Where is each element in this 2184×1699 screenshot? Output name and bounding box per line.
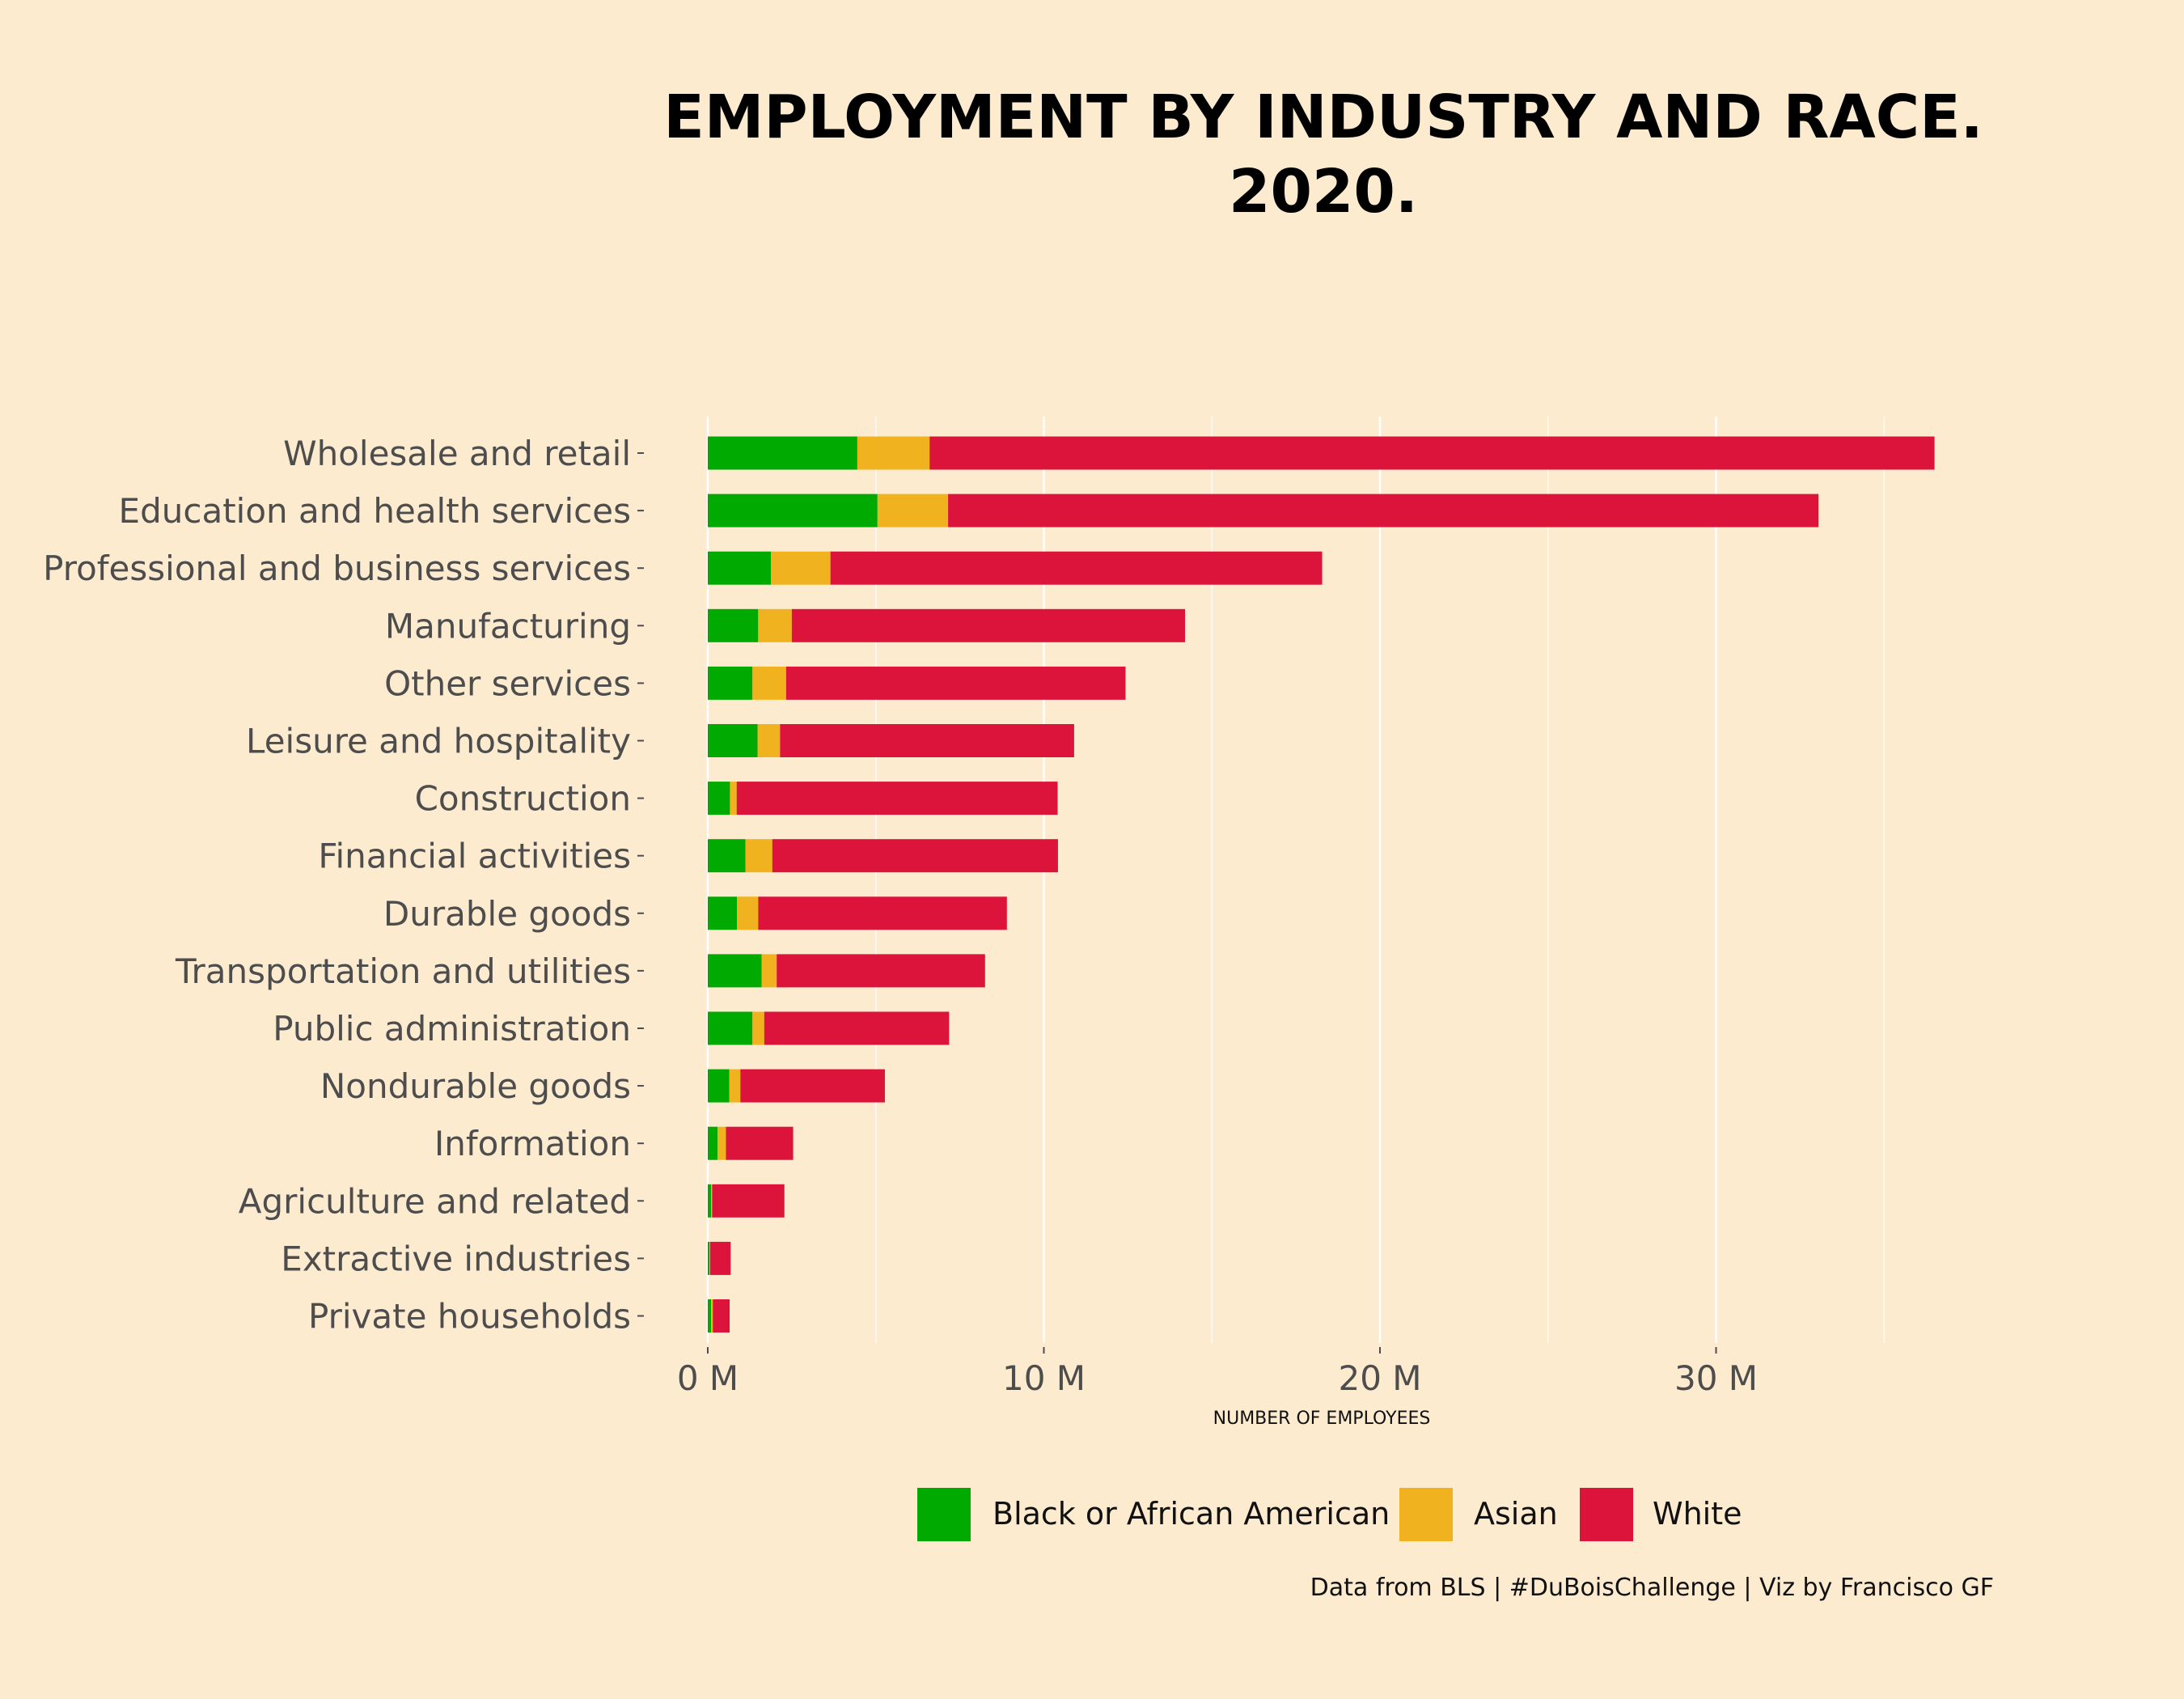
category-label: Financial activities bbox=[318, 837, 631, 876]
bar-segment bbox=[708, 436, 857, 470]
x-tick-label: 20 M bbox=[1338, 1358, 1421, 1398]
caption: Data from BLS | #DuBoisChallenge | Viz b… bbox=[1310, 1574, 1994, 1602]
bar-segment bbox=[708, 608, 759, 642]
bar-segment bbox=[772, 839, 1058, 873]
bar-segment bbox=[708, 494, 878, 527]
bar-layer bbox=[708, 436, 1935, 1333]
category-label: Transportation and utilities bbox=[175, 951, 631, 991]
category-label: Construction bbox=[415, 779, 631, 819]
bar-segment bbox=[929, 436, 1935, 470]
category-label: Public administration bbox=[273, 1009, 631, 1049]
category-label: Professional and business services bbox=[43, 549, 631, 588]
legend-label: Asian bbox=[1474, 1496, 1558, 1532]
x-tick-label: 30 M bbox=[1674, 1358, 1758, 1398]
bar-segment bbox=[948, 494, 1819, 527]
bar-segment bbox=[712, 1184, 785, 1218]
bar-segment bbox=[777, 954, 985, 988]
bar-segment bbox=[729, 1069, 741, 1103]
category-label: Education and health services bbox=[119, 491, 631, 531]
category-label: Private households bbox=[308, 1297, 631, 1337]
bar-segment bbox=[830, 551, 1323, 585]
legend-swatch bbox=[917, 1488, 971, 1541]
bar-segment bbox=[737, 896, 759, 930]
bar-segment bbox=[717, 1126, 726, 1160]
bar-segment bbox=[708, 1069, 730, 1103]
category-label: Extractive industries bbox=[281, 1239, 631, 1278]
x-axis-title: NUMBER OF EMPLOYEES bbox=[1213, 1409, 1431, 1429]
bar-segment bbox=[736, 782, 1058, 816]
bar-segment bbox=[708, 1011, 753, 1045]
bar-segment bbox=[708, 1126, 718, 1160]
bar-segment bbox=[758, 608, 792, 642]
chart-title: EMPLOYMENT BY INDUSTRY AND RACE. bbox=[663, 83, 1983, 152]
bar-segment bbox=[708, 1299, 712, 1333]
bar-segment bbox=[708, 724, 758, 757]
bar-segment bbox=[780, 724, 1074, 757]
bar-segment bbox=[791, 608, 1186, 642]
bar-segment bbox=[764, 1011, 950, 1045]
category-label: Manufacturing bbox=[385, 606, 631, 646]
bar-segment bbox=[740, 1069, 885, 1103]
bar-segment bbox=[752, 666, 786, 700]
bar-segment bbox=[752, 1011, 764, 1045]
legend-swatch bbox=[1399, 1488, 1453, 1541]
legend: Black or African American Asian White bbox=[917, 1488, 1742, 1541]
legend-label: White bbox=[1653, 1496, 1742, 1532]
category-label: Leisure and hospitality bbox=[246, 722, 631, 761]
category-label: Agriculture and related bbox=[239, 1181, 631, 1221]
axis-layer: Wholesale and retail Education and health… bbox=[43, 434, 1758, 1398]
bar-segment bbox=[761, 954, 777, 988]
x-tick-label: 0 M bbox=[677, 1358, 739, 1398]
category-label: Durable goods bbox=[383, 894, 631, 934]
bar-segment bbox=[708, 1184, 712, 1218]
bar-segment bbox=[708, 782, 730, 816]
bar-segment bbox=[709, 1241, 731, 1275]
bar-segment bbox=[857, 436, 930, 470]
bar-segment bbox=[785, 666, 1126, 700]
category-label: Other services bbox=[384, 663, 631, 703]
bar-segment bbox=[708, 954, 762, 988]
bar-segment bbox=[708, 551, 772, 585]
category-label: Wholesale and retail bbox=[283, 434, 631, 473]
bar-segment bbox=[726, 1126, 794, 1160]
bar-segment bbox=[758, 896, 1007, 930]
bar-segment bbox=[730, 782, 737, 816]
chart-subtitle: 2020. bbox=[1229, 157, 1418, 227]
bar-segment bbox=[708, 896, 738, 930]
legend-label: Black or African American bbox=[993, 1496, 1390, 1532]
x-tick-label: 10 M bbox=[1002, 1358, 1086, 1398]
bar-segment bbox=[877, 494, 949, 527]
legend-swatch bbox=[1580, 1488, 1633, 1541]
category-label: Nondurable goods bbox=[320, 1066, 631, 1106]
bar-segment bbox=[708, 839, 746, 873]
bar-segment bbox=[713, 1299, 730, 1333]
bar-segment bbox=[711, 1299, 713, 1333]
bar-segment bbox=[757, 724, 781, 757]
bar-segment bbox=[708, 1241, 710, 1275]
bar-segment bbox=[711, 1184, 713, 1218]
bar-segment bbox=[771, 551, 831, 585]
bar-segment bbox=[745, 839, 772, 873]
bar-segment bbox=[708, 666, 753, 700]
category-label: Information bbox=[434, 1124, 631, 1163]
bar-segment bbox=[709, 1241, 710, 1275]
